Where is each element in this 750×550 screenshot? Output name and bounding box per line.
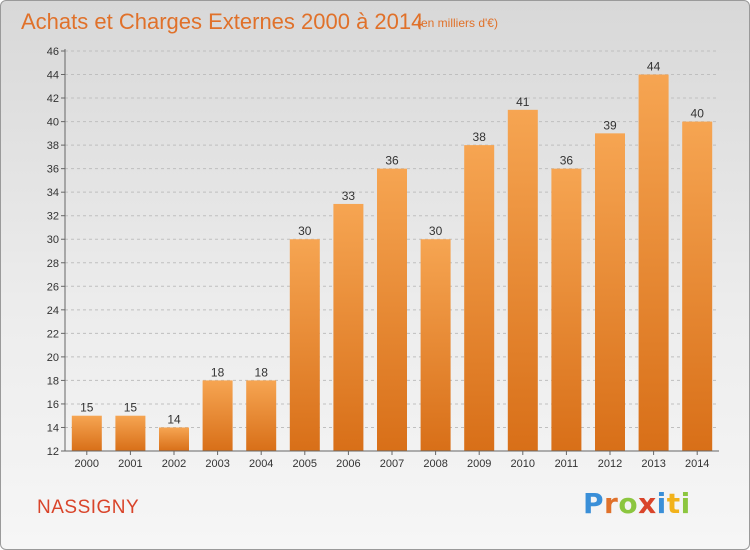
- y-axis: 12 14 16 18 20 22 24 26 28 30 32 34 36 38 40 42 44 46: [47, 46, 66, 458]
- bar-2009: [464, 145, 495, 451]
- bar-2006: [333, 203, 364, 451]
- x-tick-label: 2010: [511, 458, 535, 470]
- x-tick-label: 2004: [249, 458, 273, 470]
- x-tick-label: 2012: [598, 458, 622, 470]
- proxiti-logo: Proxiti: [583, 487, 691, 520]
- y-tick-label: 26: [47, 281, 59, 293]
- bars: 15 15 14 18 18 30 33 36 30 38 41 36 39 44 40: [71, 60, 713, 452]
- y-tick-label: 18: [47, 375, 59, 387]
- x-tick-label: 2014: [685, 458, 709, 470]
- y-tick-label: 28: [47, 258, 59, 270]
- bar-2010: [507, 109, 538, 451]
- bar-2013: [638, 74, 669, 451]
- bar-2002: [159, 427, 189, 451]
- bar-value-label: 15: [124, 401, 138, 415]
- logo-letter: i: [656, 487, 667, 520]
- x-tick-label: 2008: [423, 458, 447, 470]
- x-tick-label: 2011: [555, 458, 579, 470]
- bar-2000: [71, 415, 102, 451]
- town-name: NASSIGNY: [37, 497, 140, 518]
- bar-2014: [682, 121, 713, 452]
- logo-letter: P: [583, 487, 605, 520]
- y-tick-label: 46: [47, 46, 59, 58]
- bar-2008: [420, 239, 451, 451]
- y-tick-label: 14: [47, 422, 59, 434]
- bar-2011: [551, 168, 582, 451]
- chart-title: Achats et Charges Externes 2000 à 2014: [21, 9, 424, 34]
- x-tick-label: 2006: [336, 458, 360, 470]
- bar-value-label: 18: [255, 365, 269, 379]
- y-tick-label: 40: [47, 117, 59, 129]
- y-tick-label: 16: [47, 399, 59, 411]
- x-tick-label: 2001: [118, 458, 142, 470]
- bar-value-label: 39: [603, 118, 617, 132]
- bar-2004: [246, 380, 277, 451]
- x-tick-label: 2009: [467, 458, 491, 470]
- chart-unit-label: (en milliers d'€): [417, 16, 498, 30]
- logo-letter: o: [618, 487, 639, 520]
- y-tick-label: 20: [47, 352, 59, 364]
- y-tick-label: 22: [47, 328, 59, 340]
- y-tick-label: 32: [47, 211, 59, 223]
- bar-2001: [115, 415, 146, 451]
- bar-value-label: 33: [342, 189, 356, 203]
- bar-value-label: 15: [80, 401, 94, 415]
- y-tick-label: 38: [47, 140, 59, 152]
- x-tick-label: 2005: [293, 458, 317, 470]
- bar-2005: [289, 239, 320, 451]
- x-axis: 2000 2001 2002 2003 2004 2005 2006 2007 2008 2009…: [65, 450, 719, 470]
- logo-letter: x: [638, 487, 657, 520]
- x-tick-label: 2007: [380, 458, 404, 470]
- x-tick-label: 2002: [162, 458, 186, 470]
- bar-2012: [595, 133, 625, 451]
- bar-value-label: 18: [211, 365, 225, 379]
- x-tick-label: 2003: [205, 458, 229, 470]
- y-tick-label: 44: [47, 70, 59, 82]
- bar-value-label: 40: [691, 107, 705, 121]
- y-tick-label: 34: [47, 187, 59, 199]
- x-tick-label: 2000: [75, 458, 99, 470]
- logo-letter: t: [666, 487, 681, 520]
- bar-value-label: 30: [298, 224, 312, 238]
- bar-value-label: 36: [560, 154, 574, 168]
- y-tick-label: 36: [47, 164, 59, 176]
- y-tick-label: 30: [47, 234, 59, 246]
- bar-2007: [377, 168, 407, 451]
- bar-value-label: 14: [167, 412, 181, 426]
- bar-value-label: 30: [429, 224, 443, 238]
- bar-value-label: 36: [385, 154, 399, 168]
- x-tick-label: 2013: [641, 458, 665, 470]
- y-tick-label: 24: [47, 305, 59, 317]
- bar-2003: [202, 380, 233, 451]
- y-tick-label: 12: [47, 446, 59, 458]
- bar-value-label: 38: [473, 130, 487, 144]
- y-tick-label: 42: [47, 93, 59, 105]
- bar-value-label: 41: [516, 95, 530, 109]
- bar-value-label: 44: [647, 60, 661, 74]
- logo-letter: r: [604, 487, 619, 520]
- logo-letter: i: [680, 487, 691, 520]
